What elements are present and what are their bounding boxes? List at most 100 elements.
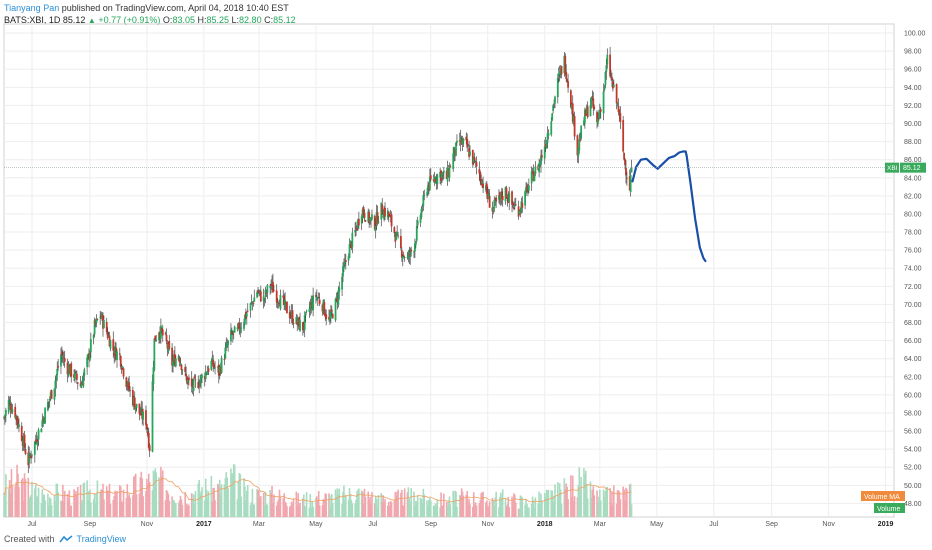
candle-body xyxy=(432,179,435,181)
tradingview-brand-link[interactable]: TradingView xyxy=(76,534,127,544)
candle-body xyxy=(237,323,240,326)
volume-bar xyxy=(498,507,500,517)
candle-body xyxy=(257,291,259,293)
volume-bar xyxy=(435,505,438,517)
volume-bar xyxy=(622,486,624,517)
candle-body xyxy=(100,315,103,319)
volume-bar xyxy=(316,500,319,517)
volume-bar xyxy=(343,485,345,517)
candle-body xyxy=(301,322,304,330)
time-axis[interactable]: Jul Sep Nov 2017 Mar May Jul Sep Nov 2018 Mar May Ju… xyxy=(28,521,894,528)
candle-body xyxy=(101,314,103,320)
volume-bar xyxy=(224,478,227,517)
volume-bar xyxy=(127,495,130,517)
volume-bar xyxy=(139,477,142,517)
candle-body xyxy=(232,330,235,333)
candle-body xyxy=(133,397,136,410)
volume-bar xyxy=(148,481,151,517)
candle-body xyxy=(253,297,256,302)
volume-bar xyxy=(199,494,201,517)
candle-body xyxy=(603,85,606,90)
candle-body xyxy=(4,410,7,416)
volume-bar xyxy=(462,495,465,517)
candle-body xyxy=(244,312,247,318)
volume-bar xyxy=(184,492,186,517)
candle-body xyxy=(82,375,85,386)
candle-body xyxy=(251,301,254,304)
volume-bar xyxy=(599,500,602,517)
candle-body xyxy=(530,171,533,184)
candle-body xyxy=(434,178,437,182)
candle-body xyxy=(8,401,11,402)
candle-body xyxy=(547,133,550,136)
candle-body xyxy=(220,357,223,373)
volume-bar xyxy=(369,496,371,517)
volume-tag-label: Volume xyxy=(877,506,900,513)
low-value: 82.80 xyxy=(239,15,262,25)
candle-body xyxy=(441,172,443,179)
candle-body xyxy=(592,98,595,108)
candle-body xyxy=(7,399,10,413)
candle-body xyxy=(256,292,258,298)
volume-bar xyxy=(520,496,523,517)
candle-body xyxy=(474,161,477,163)
volume-tag-bg xyxy=(874,503,905,513)
candle-body xyxy=(135,403,138,408)
y-tick-label: 80.00 xyxy=(904,211,922,218)
candle-body xyxy=(479,171,482,180)
volume-bar xyxy=(187,504,189,517)
volume-bar xyxy=(153,472,156,517)
axis-tags: XBI 85.12 Volume MA Volume xyxy=(4,162,926,513)
candle-body xyxy=(230,329,232,342)
volume-bar xyxy=(460,488,463,517)
volume-bar xyxy=(223,484,226,517)
volume-bar xyxy=(585,483,588,517)
volume-bar xyxy=(225,472,228,517)
volume-bar xyxy=(547,489,550,517)
candle-body xyxy=(512,203,514,206)
volume-bar xyxy=(60,500,62,517)
volume-bar xyxy=(23,473,26,517)
volume-bar xyxy=(292,498,295,517)
volume-bar xyxy=(142,496,144,517)
volume-bar xyxy=(41,489,44,517)
candle-body xyxy=(349,240,352,243)
candle-body xyxy=(579,140,582,142)
volume-bar xyxy=(480,493,483,517)
x-tick-label: May xyxy=(650,521,664,528)
volume-bar xyxy=(120,501,123,517)
volume-bar xyxy=(92,499,95,517)
volume-bar xyxy=(380,493,383,517)
volume-bar xyxy=(445,501,448,517)
price-axis[interactable]: 100.00 98.00 96.00 94.00 92.00 90.00 88.00 86.0… xyxy=(904,31,926,508)
volume-bar xyxy=(186,506,188,517)
change-text: +0.77 (+0.91%) xyxy=(98,15,161,25)
volume-bar xyxy=(119,485,121,517)
candle-body xyxy=(312,295,315,311)
volume-bar xyxy=(140,471,143,517)
candle-body xyxy=(524,191,527,206)
candle-body xyxy=(481,181,484,185)
candle-body xyxy=(569,90,572,108)
volume-bar xyxy=(539,504,541,517)
volume-bar xyxy=(501,489,504,517)
volume-bar xyxy=(390,502,393,517)
candle-body xyxy=(629,174,632,193)
volume-bar xyxy=(554,484,556,517)
candle-body xyxy=(56,368,59,376)
candle-body xyxy=(487,193,490,199)
volume-bar xyxy=(370,504,372,517)
volume-bar xyxy=(358,488,360,517)
volume-bar xyxy=(272,503,274,517)
volume-bar xyxy=(28,498,31,517)
volume-bar xyxy=(35,496,38,517)
author-link[interactable]: Tianyang Pan xyxy=(4,3,60,13)
volume-bar xyxy=(75,490,77,517)
candle-body xyxy=(289,316,292,317)
volume-bar xyxy=(14,486,17,517)
candle-body xyxy=(540,155,542,165)
volume-bar xyxy=(556,482,559,517)
volume-bar xyxy=(439,507,441,517)
volume-bar xyxy=(455,491,457,517)
